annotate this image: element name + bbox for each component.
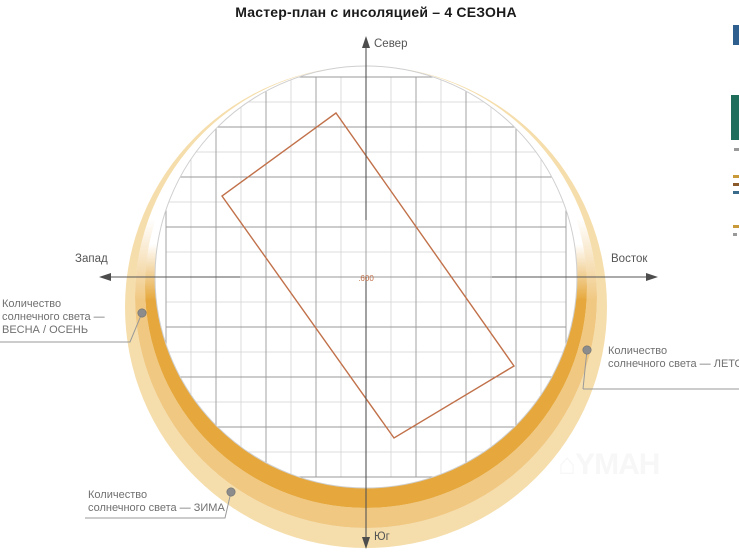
svg-text:.600: .600 bbox=[358, 274, 374, 283]
